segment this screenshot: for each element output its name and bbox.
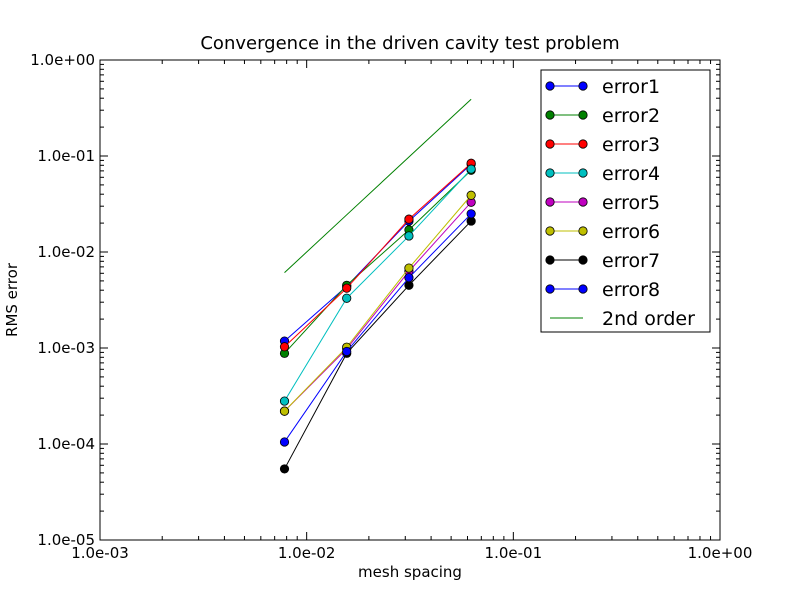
- x-tick-label: 1.0e-03: [71, 544, 129, 562]
- legend-marker: [578, 197, 588, 207]
- legend-marker: [545, 226, 555, 236]
- legend-marker: [545, 81, 555, 91]
- y-tick-label: 1.0e-01: [37, 147, 95, 165]
- data-point: [404, 231, 414, 241]
- legend-item: error6: [545, 221, 660, 243]
- legend-label: error2: [602, 105, 660, 127]
- data-point: [466, 209, 476, 219]
- series-9: [284, 98, 472, 273]
- legend-marker: [578, 110, 588, 120]
- series-line: [284, 162, 472, 348]
- x-tick-label: 1.0e+00: [688, 544, 753, 562]
- y-tick-label: 1.0e-03: [37, 339, 95, 357]
- legend-label: error1: [602, 76, 660, 98]
- series-4: [279, 164, 476, 406]
- data-point: [466, 164, 476, 174]
- legend-item: error4: [545, 163, 660, 185]
- y-tick-label: 1.0e-05: [37, 531, 95, 549]
- data-point: [279, 406, 290, 416]
- data-point: [342, 346, 352, 357]
- series-line: [284, 213, 472, 443]
- legend-label: error5: [602, 192, 660, 214]
- legend-item: 2nd order: [550, 308, 695, 330]
- legend-item: error1: [545, 76, 660, 98]
- legend-label: error6: [602, 221, 660, 243]
- legend-box: [540, 69, 711, 333]
- data-point: [466, 190, 476, 200]
- data-point: [279, 342, 290, 352]
- legend-label: error4: [602, 163, 660, 185]
- legend-marker: [578, 81, 588, 91]
- y-tick-label: 1.0e-04: [37, 435, 95, 453]
- x-axis-label: mesh spacing: [358, 563, 462, 581]
- legend-marker: [578, 284, 588, 294]
- series-line: [284, 169, 472, 354]
- legend-label: error7: [602, 250, 660, 272]
- legend-item: error7: [545, 250, 660, 272]
- x-tick-label: 1.0e-01: [485, 544, 543, 562]
- legend-marker: [545, 168, 555, 178]
- legend-item: error2: [545, 105, 660, 127]
- series-layer: [279, 98, 476, 474]
- legend-item: error8: [545, 279, 660, 301]
- y-tick-label: 1.0e+00: [30, 51, 95, 69]
- legend-marker: [578, 139, 588, 149]
- series-line: [284, 220, 472, 470]
- legend-marker: [545, 284, 555, 294]
- plot-frame: [99, 59, 721, 541]
- legend-marker: [545, 139, 555, 149]
- legend-item: error3: [545, 134, 660, 156]
- legend-marker: [545, 110, 555, 120]
- legend: error1 error2 error3 error4 error5 error6 erro…: [540, 69, 711, 333]
- legend-label: 2nd order: [602, 308, 695, 330]
- legend-marker: [578, 168, 588, 178]
- series-line: [284, 98, 472, 273]
- data-point: [404, 280, 414, 290]
- series-3: [279, 158, 476, 352]
- legend-marker: [578, 255, 588, 265]
- data-point: [342, 293, 352, 303]
- data-point: [342, 283, 352, 293]
- data-point: [279, 437, 290, 447]
- data-point: [279, 396, 290, 406]
- y-tick-label: 1.0e-02: [37, 243, 95, 261]
- data-point: [404, 273, 414, 283]
- data-point: [404, 214, 414, 224]
- chart-title: Convergence in the driven cavity test pr…: [200, 33, 619, 54]
- legend-marker: [578, 226, 588, 236]
- tick-layer: 1.0e-03 1.0e-02 1.0e-01 1.0e+001.0e-051.0e-…: [30, 51, 752, 562]
- y-axis-label: RMS error: [3, 262, 21, 337]
- series-line: [284, 168, 472, 402]
- series-8: [279, 209, 476, 447]
- data-point: [279, 464, 290, 474]
- legend-label: error8: [602, 279, 660, 301]
- legend-label: error3: [602, 134, 660, 156]
- legend-marker: [545, 197, 555, 207]
- legend-item: error5: [545, 192, 660, 214]
- legend-marker: [545, 255, 555, 265]
- data-point: [404, 263, 414, 273]
- series-line: [284, 201, 472, 412]
- x-tick-label: 1.0e-02: [278, 544, 336, 562]
- series-line: [284, 194, 472, 412]
